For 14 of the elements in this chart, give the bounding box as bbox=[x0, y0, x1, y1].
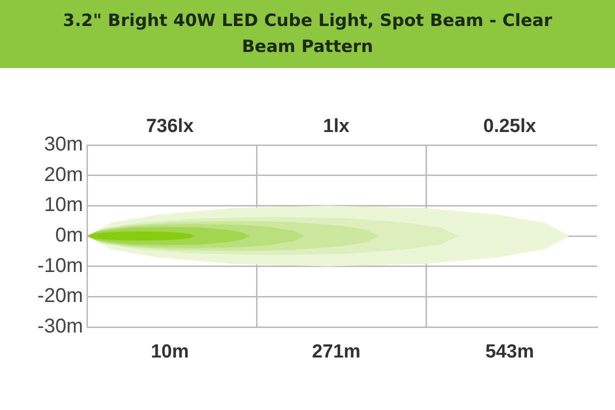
x-tick-label: 271m bbox=[312, 342, 361, 363]
x-tick-label: 10m bbox=[150, 342, 189, 363]
y-tick-label: 10m bbox=[44, 194, 83, 216]
y-tick-label: 0m bbox=[55, 224, 83, 247]
text: 1lx bbox=[323, 116, 350, 138]
text: 0.25lx bbox=[483, 116, 537, 138]
y-tick-label: -30m bbox=[37, 316, 83, 338]
chart-title: 3.2" Bright 40W LED Cube Light, Spot Beam - Clear Beam Pattern bbox=[0, 0, 615, 68]
text: 736lx bbox=[146, 116, 194, 138]
x-tick-label: 543m bbox=[485, 342, 534, 363]
y-tick-label: -20m bbox=[37, 285, 83, 308]
y-tick-label: 30m bbox=[44, 134, 83, 156]
y-tick-label: -10m bbox=[37, 254, 83, 277]
y-tick-label: 20m bbox=[44, 164, 83, 186]
